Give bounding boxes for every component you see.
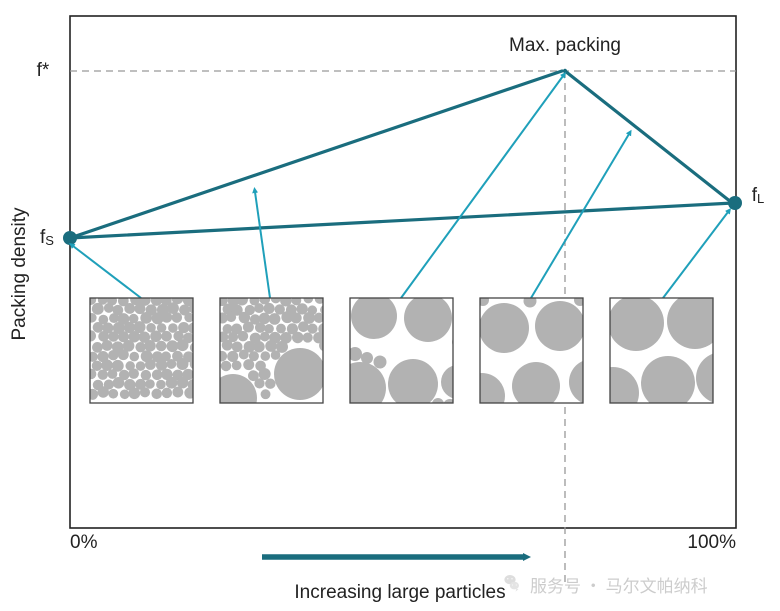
svg-text:Packing density: Packing density xyxy=(9,207,30,341)
svg-text:服务号 · 马尔文帕纳科: 服务号 · 马尔文帕纳科 xyxy=(530,572,708,597)
svg-text:f*: f* xyxy=(37,60,50,81)
svg-text:0%: 0% xyxy=(70,532,98,553)
svg-text:fL: fL xyxy=(752,185,765,206)
svg-text:Max. packing: Max. packing xyxy=(509,35,621,56)
svg-text:Increasing large particles: Increasing large particles xyxy=(294,582,505,603)
svg-text:100%: 100% xyxy=(687,532,736,553)
svg-text:fS: fS xyxy=(40,227,54,248)
